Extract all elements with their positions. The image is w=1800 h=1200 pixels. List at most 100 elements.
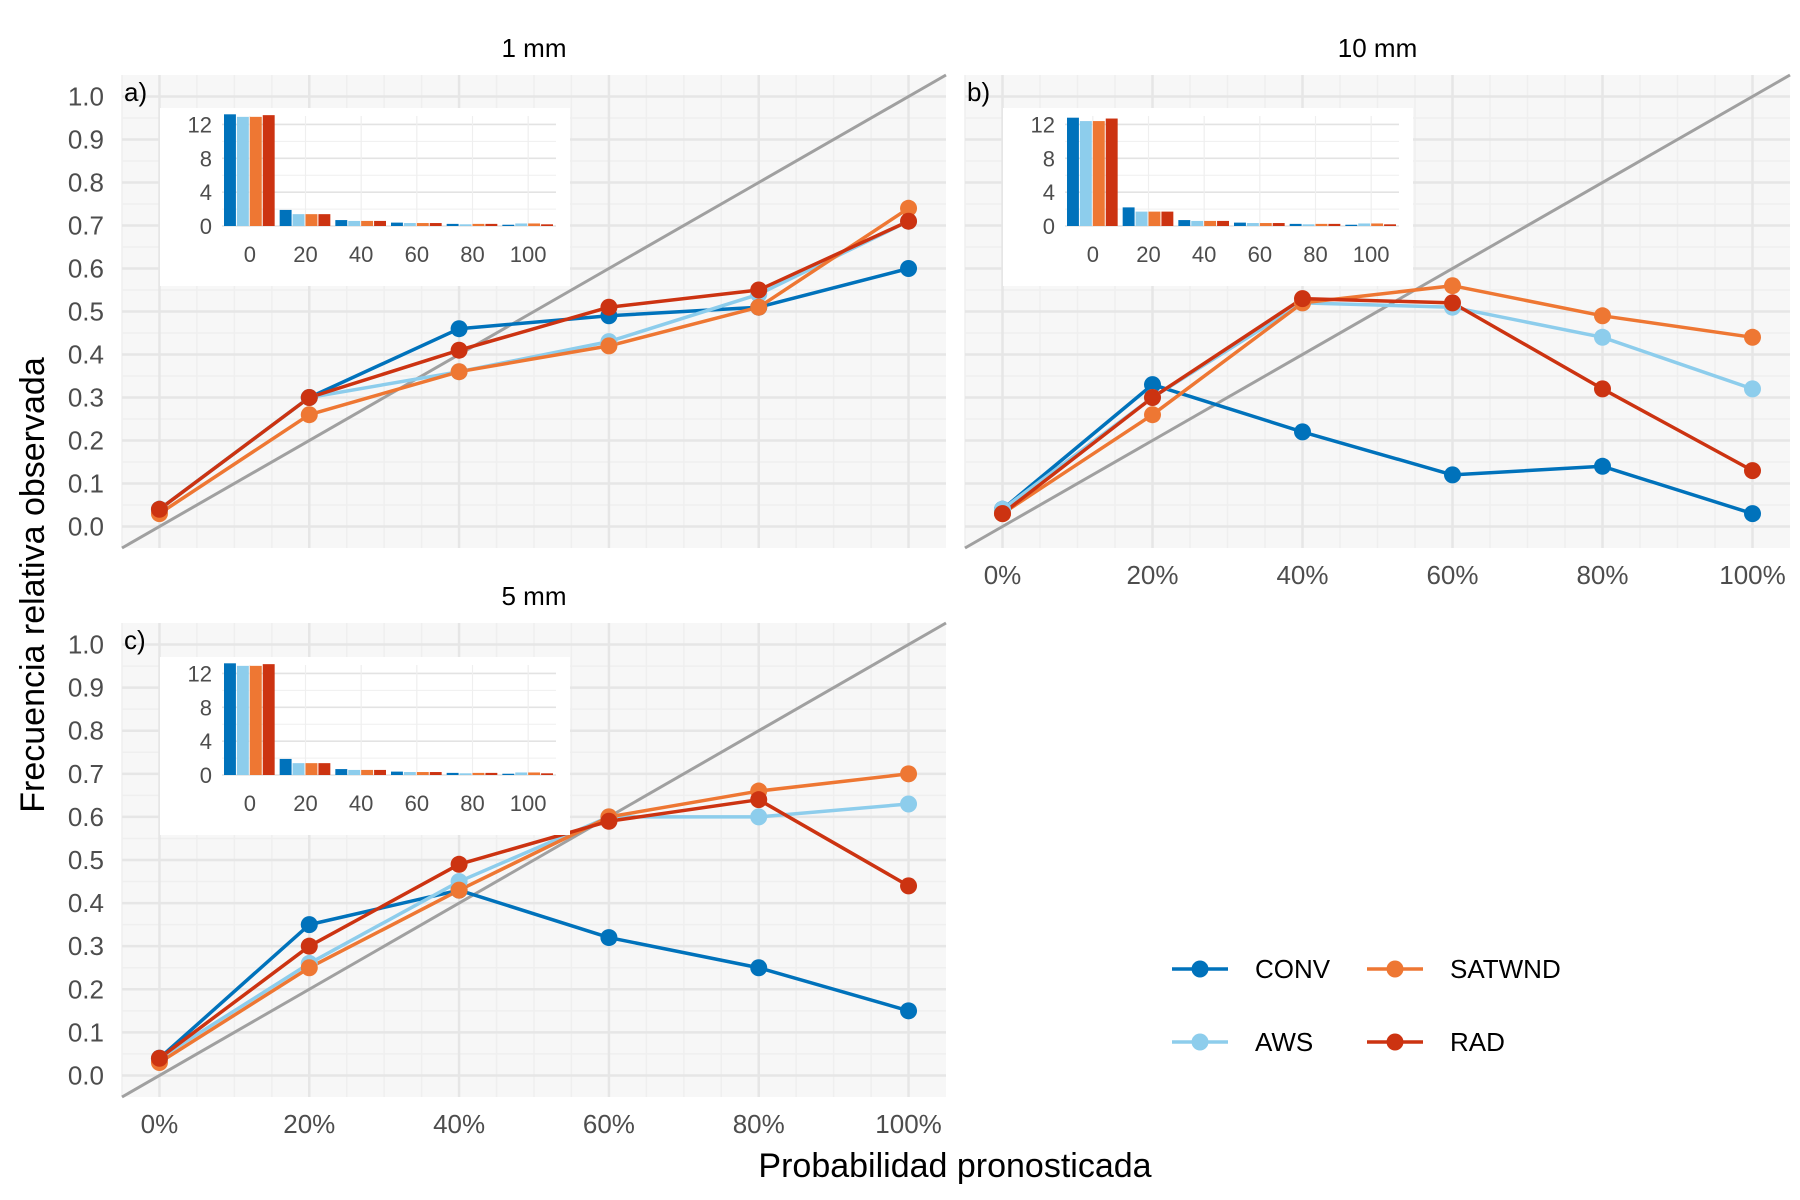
series-line-rad: [1001, 296, 1754, 515]
y-axis-label: Frecuencia relativa observada: [14, 357, 52, 813]
legend-label-aws: AWS: [1255, 1027, 1313, 1057]
inset-y-tick-label: 0: [1043, 214, 1055, 239]
data-point-rad: [1144, 389, 1161, 406]
data-point-rad: [600, 812, 618, 830]
data-point-rad: [1294, 290, 1311, 308]
series-line-satwnd: [158, 206, 910, 516]
inset-bar-satwnd: [1315, 223, 1328, 226]
inset-bar-aws: [515, 772, 528, 775]
data-point-rad: [900, 877, 918, 895]
inset-x-tick-label: 80: [460, 791, 484, 816]
y-tick-label: 0.2: [68, 974, 104, 1004]
data-point-satwnd: [300, 959, 318, 977]
inset-bar-conv: [279, 209, 292, 226]
inset-bar-conv: [502, 773, 515, 775]
data-point-rad: [900, 212, 918, 230]
y-tick-label: 0.9: [68, 125, 104, 155]
inset-bar-satwnd: [416, 223, 429, 226]
inset-bar-aws: [1135, 211, 1148, 226]
data-point-rad: [150, 1049, 168, 1067]
x-tick-label: 0%: [141, 1109, 179, 1139]
inset-bar-satwnd: [472, 223, 485, 226]
inset-bar-aws: [1246, 223, 1259, 226]
inset-bar-conv: [502, 224, 515, 226]
y-tick-label: 0.3: [68, 931, 104, 961]
legend: CONV SATWND AWS RAD: [1172, 954, 1561, 1057]
inset-bar-aws: [515, 223, 528, 226]
inset-bar-satwnd: [1204, 220, 1217, 226]
data-point-satwnd: [1144, 406, 1161, 424]
inset-bar-conv: [224, 663, 236, 775]
data-point-conv: [1744, 505, 1761, 523]
inset-bar-rad: [1384, 224, 1396, 226]
x-tick-label: 100%: [875, 1109, 942, 1139]
inset-x-tick-label: 20: [293, 791, 317, 816]
data-point-rad: [1744, 462, 1761, 480]
data-point-conv: [900, 260, 918, 277]
inset-bar-rad: [541, 224, 553, 226]
inset-bar-conv: [1178, 220, 1191, 226]
inset-bar-aws: [403, 223, 416, 226]
inset-y-tick-label: 12: [1031, 112, 1055, 137]
inset-y-tick-label: 4: [1043, 180, 1055, 205]
data-point-satwnd: [1744, 328, 1761, 346]
y-tick-label: 0.1: [68, 1017, 104, 1047]
inset-bar-aws: [292, 763, 305, 775]
inset-x-tick-label: 60: [1248, 242, 1272, 267]
inset-bar-aws: [1358, 223, 1371, 226]
y-tick-label: 0.2: [68, 426, 104, 456]
inset-y-tick-label: 0: [200, 214, 212, 239]
y-tick-label: 0.6: [68, 802, 104, 832]
data-point-rad: [450, 341, 468, 359]
x-tick-label: 20%: [283, 1109, 335, 1139]
data-point-satwnd: [450, 363, 468, 381]
y-tick-label: 0.5: [68, 845, 104, 875]
data-point-conv: [1444, 466, 1461, 484]
x-tick-label: 80%: [1576, 560, 1628, 590]
inset-bar-rad: [262, 664, 275, 775]
inset-x-tick-label: 100: [1353, 242, 1390, 267]
x-tick-label: 100%: [1719, 560, 1786, 590]
data-point-rad: [1594, 380, 1611, 398]
inset-x-tick-label: 0: [244, 791, 256, 816]
inset-bar-aws: [1079, 121, 1092, 226]
data-point-satwnd: [1444, 277, 1461, 295]
inset-y-tick-label: 12: [188, 112, 212, 137]
data-point-rad: [600, 298, 618, 316]
x-tick-label: 40%: [1276, 560, 1328, 590]
x-tick-label: 60%: [583, 1109, 635, 1139]
inset-bar-conv: [1289, 223, 1302, 226]
inset-x-tick-label: 20: [293, 242, 317, 267]
inset-bar-satwnd: [361, 769, 374, 775]
legend-label-conv: CONV: [1255, 954, 1331, 984]
inset-bar-satwnd: [305, 763, 318, 775]
inset-bar-aws: [236, 116, 249, 226]
inset-bar-conv: [1122, 207, 1135, 226]
inset-y-tick-label: 8: [1043, 146, 1055, 171]
x-axis-label: Probabilidad pronosticada: [758, 1147, 1151, 1185]
panel-title: 5 mm: [502, 581, 567, 611]
inset-bar-satwnd: [1092, 121, 1105, 226]
y-tick-label: 0.7: [68, 211, 104, 241]
inset-bar-conv: [335, 220, 348, 226]
inset-bar-satwnd: [249, 116, 262, 226]
legend-key-marker-satwnd: [1386, 960, 1404, 978]
inset-bar-aws: [236, 665, 249, 775]
data-point-rad: [994, 505, 1011, 523]
inset-histogram: 0 4 8 12 0 20 40 60 80 100: [160, 657, 570, 835]
inset-bar-rad: [1161, 211, 1174, 226]
data-point-rad: [300, 937, 318, 955]
y-tick-label: 0.7: [68, 759, 104, 789]
inset-y-tick-label: 12: [188, 661, 212, 686]
y-tick-label: 0.0: [68, 1060, 104, 1090]
inset-x-tick-label: 0: [244, 242, 256, 267]
inset-bar-rad: [485, 223, 498, 226]
data-point-rad: [450, 855, 468, 873]
inset-bar-rad: [374, 220, 386, 226]
inset-bar-conv: [335, 769, 348, 775]
panel-2: 10 mm b) 0% 20% 40% 60% 80% 100% 0 4 8 12 0 20 40 60 80 1…: [964, 33, 1791, 590]
panel-tag: a): [124, 77, 147, 107]
x-tick-label: 0%: [984, 560, 1022, 590]
y-tick-label: 0.3: [68, 383, 104, 413]
legend-key-marker-rad: [1386, 1033, 1404, 1051]
